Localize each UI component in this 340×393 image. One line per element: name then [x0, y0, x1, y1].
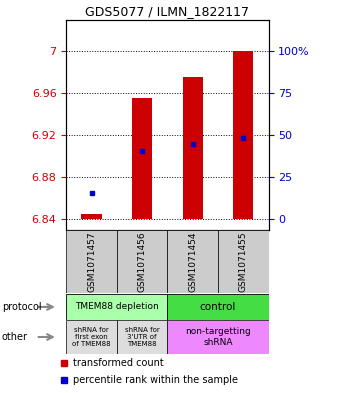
Text: GSM1071456: GSM1071456: [138, 231, 147, 292]
Bar: [117, 320, 167, 354]
Text: shRNA for
first exon
of TMEM88: shRNA for first exon of TMEM88: [72, 327, 111, 347]
Bar: [117, 230, 167, 293]
Text: shRNA for
3'UTR of
TMEM88: shRNA for 3'UTR of TMEM88: [125, 327, 159, 347]
Bar: [66, 294, 167, 320]
Bar: [218, 230, 269, 293]
Bar: [183, 77, 203, 219]
Bar: [132, 99, 152, 219]
Bar: [66, 320, 117, 354]
Text: GSM1071454: GSM1071454: [188, 231, 197, 292]
Text: GSM1071457: GSM1071457: [87, 231, 96, 292]
Bar: [167, 230, 218, 293]
Bar: [167, 294, 269, 320]
Text: percentile rank within the sample: percentile rank within the sample: [73, 375, 238, 385]
Bar: [233, 51, 253, 219]
Text: TMEM88 depletion: TMEM88 depletion: [75, 303, 159, 311]
Text: transformed count: transformed count: [73, 358, 164, 367]
Title: GDS5077 / ILMN_1822117: GDS5077 / ILMN_1822117: [85, 6, 250, 18]
Bar: [82, 214, 102, 219]
Text: non-targetting
shRNA: non-targetting shRNA: [185, 327, 251, 347]
Text: GSM1071455: GSM1071455: [239, 231, 248, 292]
Text: control: control: [200, 302, 236, 312]
Bar: [66, 230, 117, 293]
Bar: [167, 320, 269, 354]
Text: protocol: protocol: [2, 302, 41, 312]
Text: other: other: [2, 332, 28, 342]
